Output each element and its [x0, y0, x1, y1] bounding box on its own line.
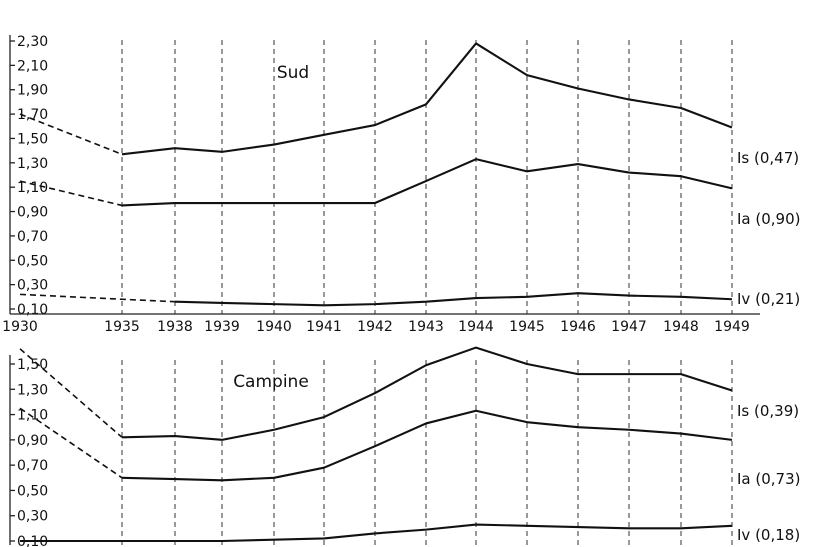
campine-y-tick-label: 0,70	[17, 458, 48, 474]
sud-x-tick-label: 1938	[157, 319, 193, 335]
sud-y-tick-label: 1,70	[17, 107, 48, 123]
sud-y-tick-label: 0,90	[17, 205, 48, 221]
sud-x-tick-label: 1942	[357, 319, 393, 335]
sud-x-tick-label: 1947	[611, 319, 647, 335]
campine-series-0-line	[121, 346, 733, 441]
sud-series-2-label: Iv (0,21)	[737, 290, 800, 308]
sud-series-0-dashed-segment	[19, 113, 123, 156]
sud-panel-title: Sud	[277, 63, 309, 83]
sud-y-tick-label: 0,10	[17, 302, 48, 318]
sud-x-tick-label: 1939	[204, 319, 240, 335]
sud-y-tick-label: 2,10	[17, 58, 48, 74]
sud-x-tick-label: 1940	[256, 319, 292, 335]
sud-x-tick-label: 1948	[663, 319, 699, 335]
sud-series-0-line	[121, 42, 733, 156]
campine-y-tick-label: 0,30	[17, 509, 48, 525]
campine-y-tick-label: 1,30	[17, 382, 48, 398]
campine-series-2-label: Iv (0,18)	[737, 526, 800, 544]
sud-y-tick-label: 1,10	[17, 180, 48, 196]
sud-y-tick-label: 1,50	[17, 131, 48, 147]
sud-x-tick-label: 1945	[509, 319, 545, 335]
campine-panel-title: Campine	[233, 372, 309, 392]
campine-y-tick-label: 0,50	[17, 483, 48, 499]
sud-y-tick-label: 1,90	[17, 83, 48, 99]
sud-series-2-line	[174, 292, 733, 307]
sud-series-0-label: Is (0,47)	[737, 149, 799, 167]
sud-x-tick-label: 1941	[306, 319, 342, 335]
sud-x-tick-label: 1943	[408, 319, 444, 335]
sud-series-1-dashed-segment	[19, 180, 123, 207]
sud-y-tick-label: 2,30	[17, 34, 48, 50]
sud-x-tick-label: 1944	[458, 319, 494, 335]
campine-series-0-dashed-segment	[19, 348, 123, 438]
sud-y-tick-label: 0,50	[17, 253, 48, 269]
sud-x-tick-label: 1935	[104, 319, 140, 335]
campine-series-1-dashed-segment	[19, 407, 123, 479]
campine-y-tick-label: 0,90	[17, 433, 48, 449]
campine-series-0-label: Is (0,39)	[737, 402, 799, 420]
campine-series-1-label: Ia (0,73)	[737, 470, 801, 488]
sud-x-tick-label: 1946	[560, 319, 596, 335]
sud-y-tick-label: 0,30	[17, 278, 48, 294]
sud-series-2-dashed-segment	[19, 293, 176, 303]
sud-series-1-line	[121, 158, 733, 207]
sud-series-1-label: Ia (0,90)	[737, 210, 801, 228]
campine-series-2-line	[20, 523, 733, 543]
sud-y-tick-label: 1,30	[17, 156, 48, 172]
campine-y-tick-label: 1,50	[17, 357, 48, 373]
sud-x-tick-label: 1949	[714, 319, 750, 335]
campine-series-1-line	[121, 409, 733, 482]
sud-x-tick-label: 1930	[2, 319, 38, 335]
sud-y-tick-label: 0,70	[17, 229, 48, 245]
